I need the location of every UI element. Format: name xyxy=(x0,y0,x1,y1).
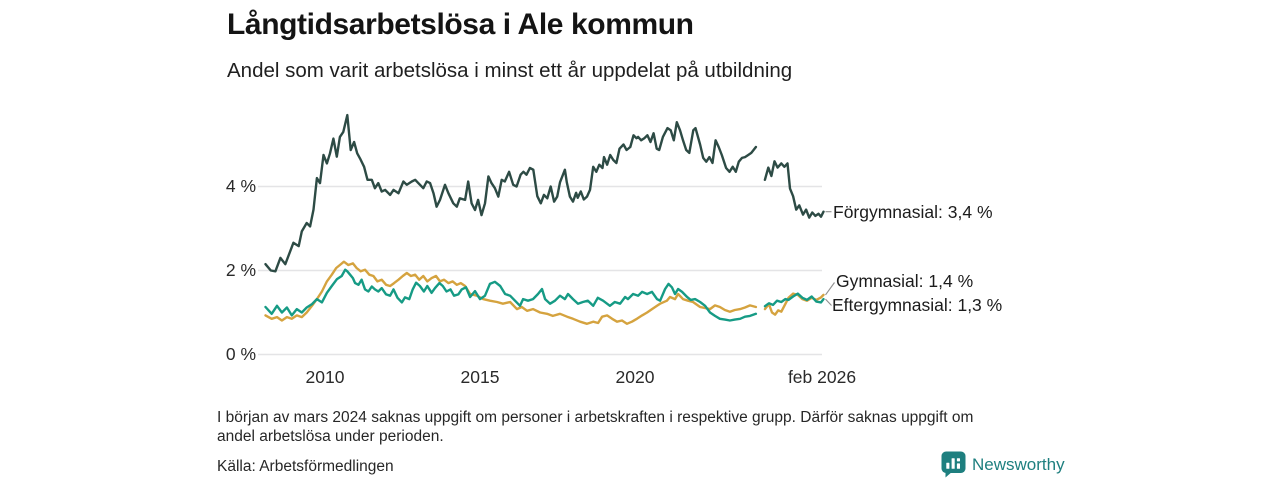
page-title: Långtidsarbetslösa i Ale kommun xyxy=(227,8,694,41)
x-axis-tick-2015: 2015 xyxy=(460,367,500,387)
gymnasial-line-segment-0 xyxy=(264,260,758,325)
series-label-eftergymnasial: Eftergymnasial: 1,3 % xyxy=(832,295,1003,315)
y-axis-tick-0: 0 % xyxy=(225,344,256,364)
x-axis-tick-2020: 2020 xyxy=(615,367,655,387)
y-axis-tick-4: 4 % xyxy=(225,176,256,196)
y-axis-tick-2: 2 % xyxy=(225,260,256,280)
label-connector-gymnasial xyxy=(825,282,835,296)
series-label-gymnasial: Gymnasial: 1,4 % xyxy=(836,271,974,291)
eftergymnasial-line-segment-1 xyxy=(763,292,825,308)
newsworthy-logo-text: Newsworthy xyxy=(972,454,1065,474)
series-label-forgymnasial: Förgymnasial: 3,4 % xyxy=(833,202,993,222)
x-axis-tick-2010: 2010 xyxy=(305,367,345,387)
x-axis-tick-feb-2026: feb 2026 xyxy=(787,367,857,387)
source-credit: Källa: Arbetsförmedlingen xyxy=(217,458,394,475)
footnote-line-2: andel arbetslösa under perioden. xyxy=(217,427,444,445)
newsworthy-bar-chart-icon xyxy=(941,451,966,478)
eftergymnasial-line-segment-0 xyxy=(264,268,758,322)
newsworthy-logo: Newsworthy xyxy=(941,451,1065,478)
label-connector-eftergymnasial xyxy=(825,298,832,306)
forgymnasial-line-segment-0 xyxy=(264,113,758,273)
footnote-line-1: I början av mars 2024 saknas uppgift om … xyxy=(217,409,974,426)
forgymnasial-line-segment-1 xyxy=(763,160,825,219)
chart-subtitle: Andel som varit arbetslösa i minst ett å… xyxy=(227,59,793,82)
